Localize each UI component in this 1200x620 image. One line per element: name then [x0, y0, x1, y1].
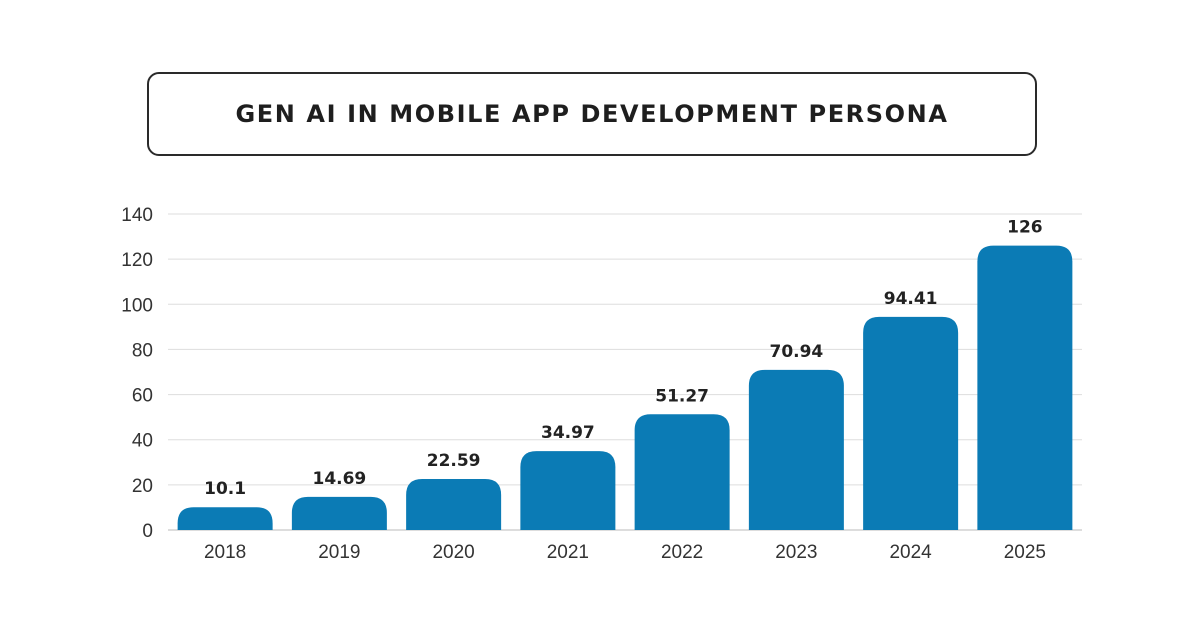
y-tick-label: 80	[132, 340, 153, 361]
bar-2023	[748, 369, 844, 530]
data-label: 14.69	[312, 469, 366, 489]
data-label: 34.97	[541, 423, 595, 443]
y-tick-label: 40	[132, 431, 153, 452]
x-tick-label: 2020	[432, 542, 474, 563]
data-label: 51.27	[655, 386, 709, 406]
bar-2025	[977, 245, 1073, 530]
x-tick-label: 2024	[889, 542, 932, 563]
bar-2021	[520, 451, 616, 530]
y-tick-label: 0	[142, 521, 153, 542]
x-tick-label: 2018	[204, 542, 246, 563]
y-tick-label: 100	[121, 295, 153, 316]
data-label: 22.59	[427, 451, 481, 471]
data-label: 126	[1007, 218, 1043, 238]
bar-2022	[634, 414, 730, 530]
bar-2020	[406, 479, 502, 530]
x-tick-label: 2025	[1004, 542, 1046, 563]
y-tick-label: 60	[132, 386, 153, 407]
y-tick-label: 120	[121, 250, 153, 271]
data-label: 10.1	[204, 479, 246, 499]
chart-title-box: GEN AI IN MOBILE APP DEVELOPMENT PERSONA	[147, 72, 1037, 156]
y-tick-label: 140	[121, 205, 153, 226]
y-tick-label: 20	[132, 476, 153, 497]
x-tick-label: 2019	[318, 542, 360, 563]
bar-2024	[863, 316, 959, 530]
data-label: 70.94	[769, 342, 823, 362]
bar-2019	[291, 496, 387, 530]
x-tick-label: 2022	[661, 542, 703, 563]
data-label: 94.41	[884, 289, 938, 309]
chart-title: GEN AI IN MOBILE APP DEVELOPMENT PERSONA	[235, 100, 949, 128]
x-tick-label: 2023	[775, 542, 817, 563]
bar-2018	[177, 507, 273, 530]
x-tick-label: 2021	[547, 542, 589, 563]
